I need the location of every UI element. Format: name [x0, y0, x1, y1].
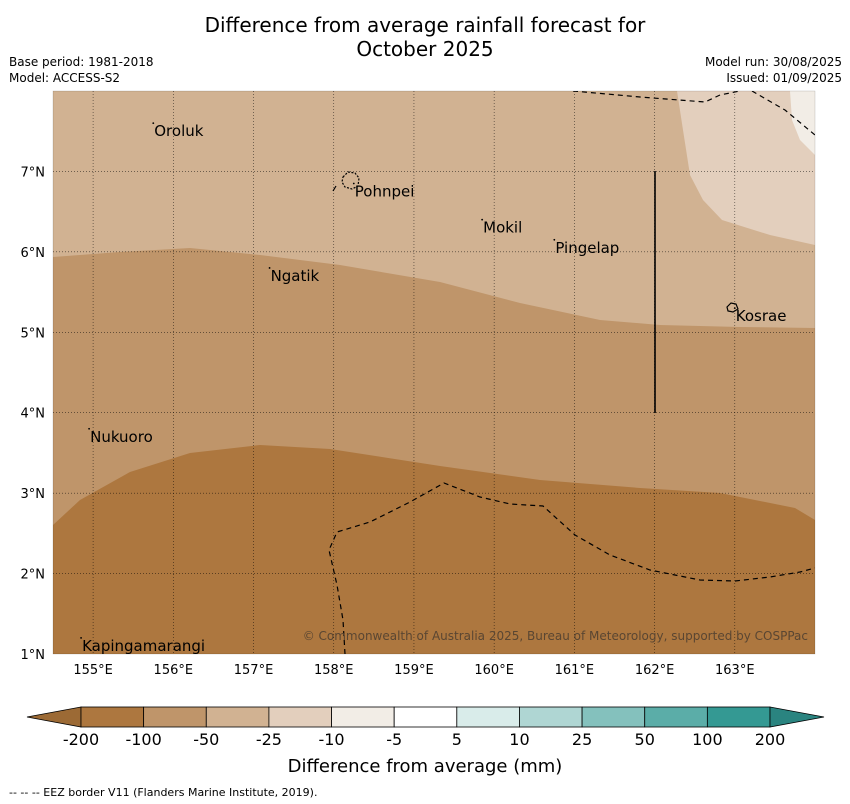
colorbar-bin — [80, 706, 145, 728]
rainfall-shading — [53, 91, 815, 654]
colorbar-tick-label: -10 — [318, 730, 344, 749]
colorbar-bin — [205, 706, 270, 728]
band-minus-50-to-minus-25 — [53, 91, 815, 328]
place-label: Pohnpei — [355, 182, 415, 200]
colorbar-bin — [706, 706, 771, 728]
place-marker — [152, 122, 155, 125]
lon-tick-label: 156°E — [154, 663, 194, 678]
lat-tick-label: 4°N — [21, 407, 46, 422]
place-label: Kosrae — [736, 307, 787, 325]
colorbar-over-arrow — [769, 706, 825, 728]
lon-tick-label: 162°E — [635, 663, 675, 678]
colorbar-bin — [456, 706, 520, 728]
colorbar-tick-label: -100 — [125, 730, 161, 749]
lat-tick-label: 5°N — [21, 326, 46, 341]
map-frame — [52, 90, 816, 655]
map-border — [52, 90, 816, 655]
colorbar-title: Difference from average (mm) — [288, 756, 563, 777]
meta-left: Base period: 1981-2018 Model: ACCESS-S2 — [9, 54, 154, 86]
place-marker — [553, 238, 556, 241]
lat-tick-label: 1°N — [21, 648, 46, 663]
lon-tick-label: 160°E — [474, 663, 514, 678]
pohnpei-island — [341, 171, 360, 190]
copyright-notice: © Commonwealth of Australia 2025, Bureau… — [303, 629, 808, 643]
colorbar-bin — [331, 706, 395, 728]
colorbar-tick-label: 5 — [452, 730, 462, 749]
colorbar-tick-label: 100 — [692, 730, 723, 749]
axis-tick-labels: 155°E 156°E 157°E 158°E 159°E 160°E 161°E 162°E… — [21, 165, 755, 678]
place-label: Oroluk — [154, 122, 203, 140]
colorbar-bin — [644, 706, 708, 728]
band-minus-10-to-minus-5 — [790, 91, 815, 155]
place-labels: Oroluk Pohnpei Mokil Pingelap Ngatik Kosrae Nu… — [80, 122, 786, 655]
colorbar-tick-label: 25 — [572, 730, 592, 749]
colorbar-under-arrow — [26, 706, 82, 728]
lat-tick-label: 2°N — [21, 568, 46, 583]
map-title-line2: October 2025 — [356, 37, 494, 61]
colorbar-bin — [143, 706, 207, 728]
lat-tick-label: 7°N — [21, 165, 46, 180]
lat-tick-label: 3°N — [21, 487, 46, 502]
colorbar-tick-label: -25 — [256, 730, 282, 749]
model-run: Model run: 30/08/2025 — [704, 55, 842, 69]
place-marker — [88, 427, 90, 430]
lon-tick-label: 157°E — [234, 663, 274, 678]
place-marker — [80, 637, 82, 639]
place-marker — [481, 218, 484, 221]
colorbar-bin — [519, 706, 583, 728]
place-label: Pingelap — [555, 239, 619, 257]
place-label: Kapingamarangi — [82, 637, 205, 655]
lon-tick-label: 159°E — [394, 663, 434, 678]
colorbar: -200 -100 -50 -25 -10 -5 5 10 25 50 100 200 — [26, 706, 825, 749]
place-marker — [352, 182, 355, 185]
band-minus-25-to-minus-10 — [677, 91, 815, 245]
place-label: Mokil — [483, 219, 522, 237]
eez-border-north — [572, 91, 741, 103]
colorbar-tick-label: -50 — [193, 730, 219, 749]
colorbar-tick-label: 200 — [755, 730, 786, 749]
lon-tick-label: 155°E — [73, 663, 113, 678]
colorbar-tick-label: -5 — [386, 730, 402, 749]
issued-date: Issued: 01/09/2025 — [726, 71, 842, 85]
colorbar-tick-label: -200 — [63, 730, 99, 749]
graticule — [53, 91, 815, 654]
map-title-line1: Difference from average rainfall forecas… — [204, 13, 646, 37]
lon-tick-label: 158°E — [314, 663, 354, 678]
place-label: Nukuoro — [90, 428, 153, 446]
place-marker — [733, 307, 736, 310]
model-name: Model: ACCESS-S2 — [9, 71, 121, 85]
meta-right: Model run: 30/08/2025 Issued: 01/09/2025 — [705, 54, 842, 86]
colorbar-bin — [268, 706, 332, 728]
colorbar-bin — [581, 706, 646, 728]
place-marker — [268, 267, 271, 269]
kosrae-island — [726, 302, 739, 313]
eez-footnote: -- -- -- EEZ border V11 (Flanders Marine… — [9, 786, 318, 799]
colorbar-tick-label: 50 — [635, 730, 655, 749]
lat-tick-label: 6°N — [21, 246, 46, 261]
eez-border-northeast — [751, 91, 815, 136]
colorbar-tick-label: 10 — [509, 730, 529, 749]
place-label: Ngatik — [271, 267, 320, 285]
colorbar-bin — [393, 706, 458, 728]
lon-tick-label: 161°E — [555, 663, 595, 678]
base-period: Base period: 1981-2018 — [9, 55, 154, 69]
lon-tick-label: 163°E — [715, 663, 755, 678]
